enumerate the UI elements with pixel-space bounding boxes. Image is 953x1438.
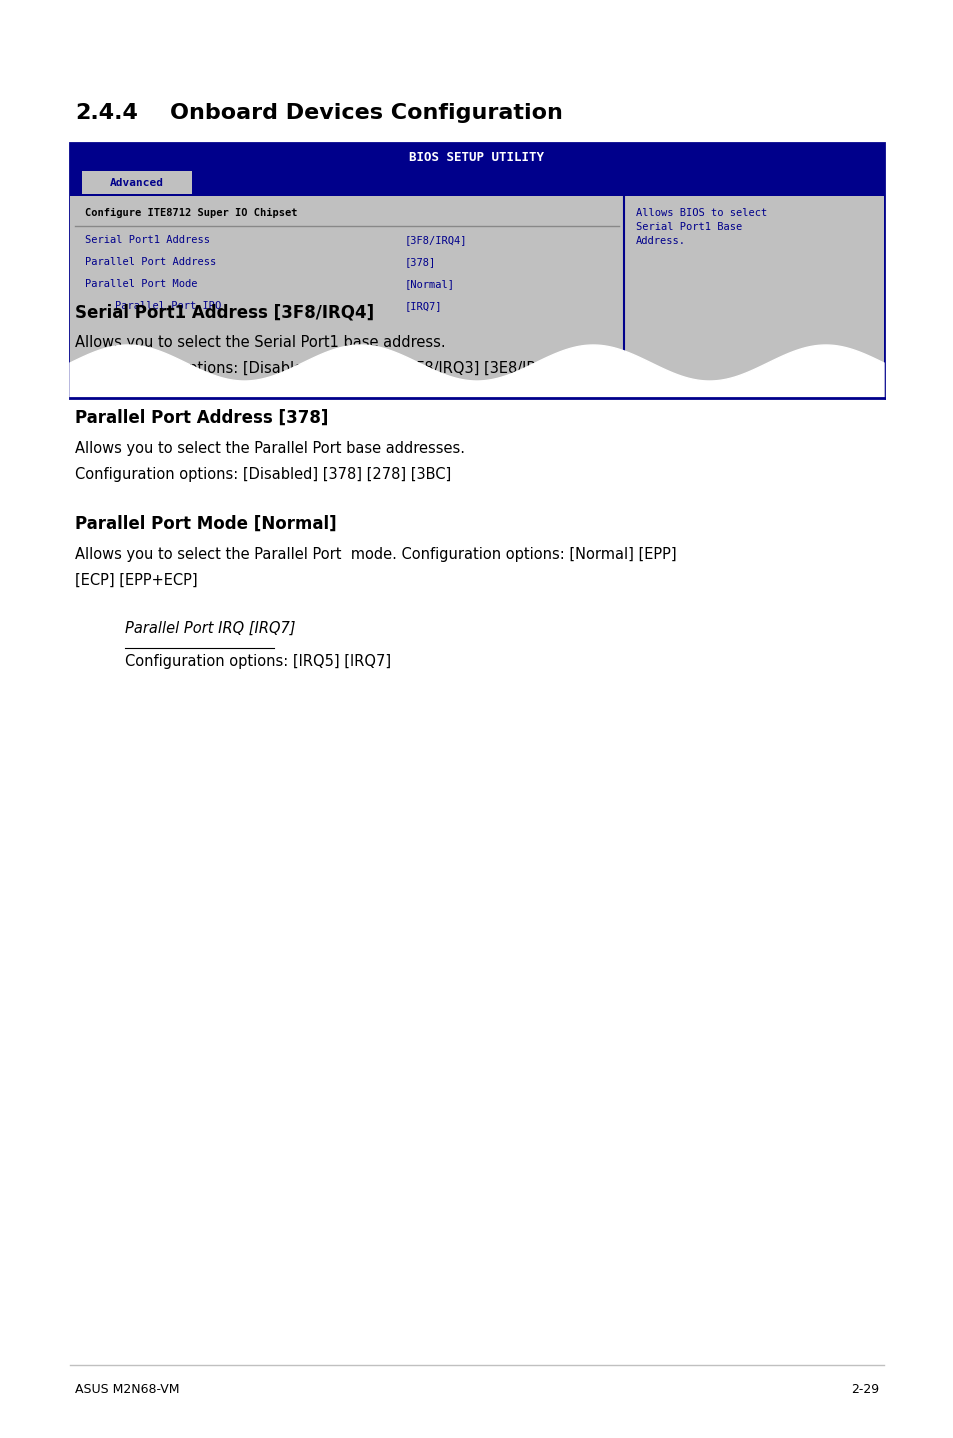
FancyBboxPatch shape bbox=[70, 142, 883, 398]
Text: Parallel Port Mode [Normal]: Parallel Port Mode [Normal] bbox=[75, 515, 336, 533]
Text: 2.4.4: 2.4.4 bbox=[75, 104, 138, 124]
Text: Allows BIOS to select
Serial Port1 Base
Address.: Allows BIOS to select Serial Port1 Base … bbox=[635, 209, 766, 246]
Text: ASUS M2N68-VM: ASUS M2N68-VM bbox=[75, 1383, 179, 1396]
Text: [IRQ7]: [IRQ7] bbox=[405, 301, 442, 311]
Text: Configuration options: [IRQ5] [IRQ7]: Configuration options: [IRQ5] [IRQ7] bbox=[125, 654, 391, 669]
Text: Serial Port1 Address [3F8/IRQ4]: Serial Port1 Address [3F8/IRQ4] bbox=[75, 303, 374, 321]
Text: Advanced: Advanced bbox=[110, 178, 164, 188]
Text: [Normal]: [Normal] bbox=[405, 279, 455, 289]
Text: Configuration options: [Disabled] [3F8/IRQ4][2F8/IRQ3] [3E8/IRQ4] [2E8/IRQ3]: Configuration options: [Disabled] [3F8/I… bbox=[75, 361, 646, 375]
FancyBboxPatch shape bbox=[82, 171, 192, 194]
Text: Allows you to select the Parallel Port  mode. Configuration options: [Normal] [E: Allows you to select the Parallel Port m… bbox=[75, 546, 676, 562]
Text: Configure ITE8712 Super IO Chipset: Configure ITE8712 Super IO Chipset bbox=[85, 209, 297, 219]
Text: Parallel Port Address [378]: Parallel Port Address [378] bbox=[75, 408, 328, 427]
Text: Onboard Devices Configuration: Onboard Devices Configuration bbox=[170, 104, 562, 124]
Text: Parallel Port Address: Parallel Port Address bbox=[85, 257, 216, 267]
Text: [3F8/IRQ4]: [3F8/IRQ4] bbox=[405, 234, 467, 244]
FancyBboxPatch shape bbox=[70, 196, 883, 398]
Text: Allows you to select the Serial Port1 base address.: Allows you to select the Serial Port1 ba… bbox=[75, 335, 445, 349]
Text: Parallel Port Mode: Parallel Port Mode bbox=[85, 279, 197, 289]
FancyBboxPatch shape bbox=[70, 171, 883, 196]
Polygon shape bbox=[70, 345, 883, 403]
Text: [ECP] [EPP+ECP]: [ECP] [EPP+ECP] bbox=[75, 572, 197, 588]
Text: BIOS SETUP UTILITY: BIOS SETUP UTILITY bbox=[409, 151, 544, 164]
Text: Configuration options: [Disabled] [378] [278] [3BC]: Configuration options: [Disabled] [378] … bbox=[75, 467, 451, 482]
FancyBboxPatch shape bbox=[70, 142, 883, 171]
Text: Allows you to select the Parallel Port base addresses.: Allows you to select the Parallel Port b… bbox=[75, 441, 464, 456]
Text: [378]: [378] bbox=[405, 257, 436, 267]
Text: Parallel Port IRQ: Parallel Port IRQ bbox=[115, 301, 221, 311]
Text: Serial Port1 Address: Serial Port1 Address bbox=[85, 234, 210, 244]
Text: 2-29: 2-29 bbox=[850, 1383, 878, 1396]
Text: Parallel Port IRQ [IRQ7]: Parallel Port IRQ [IRQ7] bbox=[125, 621, 295, 636]
